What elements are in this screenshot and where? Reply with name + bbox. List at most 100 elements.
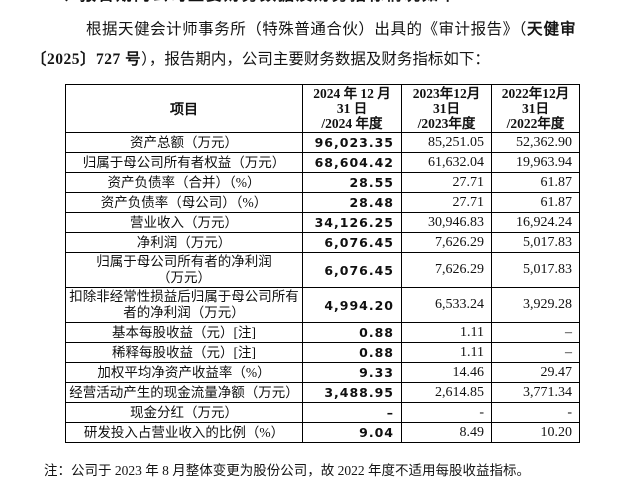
value-2023-cell: 61,632.04 [401,152,492,173]
value-2024-cell: 96,023.35 [302,132,402,153]
financial-indicators-table: 项目 2024 年 12 月 31 日/2024 年度 2023年12月 31日/202… [65,84,580,443]
table-row: 基本每股收益（元）[注] 0.88 1.11– [65,322,580,343]
value-2022-cell: 52,362.90 [491,132,580,153]
column-header-2022-line: 31日 [522,101,549,116]
item-label-cell: 研发投入占营业收入的比例（%） [65,422,303,443]
item-label-cell: 基本每股收益（元）[注] [65,322,303,343]
value-2024-cell: 6,076.45 [302,232,402,253]
item-label-cell: 净利润（万元） [65,232,303,253]
value-2023-cell: 1.11 [401,342,492,363]
item-label-line: 加权平均净资产收益率（%） [97,364,271,380]
item-label-line: 资产负债率（合并）（%） [107,174,261,190]
value-2024-cell: 28.55 [302,172,402,193]
item-label-line: 稀释每股收益（元）[注] [112,344,256,360]
table-row: 净利润（万元） 6,076.45 7,626.29 5,017.83 [65,232,580,253]
value-2024-cell: 68,604.42 [302,152,402,173]
item-label-line: 资产负债率（母公司）（%） [100,194,268,210]
intro-line1-regular: 根据天健会计师事务所（特殊普通合伙）出具的《审计报告》（ [86,21,527,38]
item-label-line: 扣除非经常性损益后归属于母公司所有 [69,289,299,304]
value-2023-cell: - [401,402,492,423]
intro-line-2: 〔2025〕727 号），报告期内，公司主要财务数据及财务指标如下： [31,45,576,75]
value-2024-cell: 0.88 [302,322,402,343]
value-2022-cell: 61.87 [491,192,580,213]
value-2022-cell: 3,771.34 [491,382,580,403]
table-header-row: 项目 2024 年 12 月 31 日/2024 年度 2023年12月 31日/202… [65,84,580,133]
value-2022-cell: 10.20 [491,422,580,443]
table-row: 归属于母公司所有者权益（万元） 68,604.42 61,632.04 19,963.… [65,152,580,173]
table-row: 资产负债率（合并）（%） 28.55 27.71 61.87 [65,172,580,193]
item-label-cell: 经营活动产生的现金流量净额（万元） [65,382,303,403]
value-2023-cell: 27.71 [401,172,492,193]
value-2024-cell: – [302,402,402,423]
item-label-line: 者的净利润（万元） [123,305,245,320]
column-header-2024-line: 31 日 [336,101,368,116]
table-row: 稀释每股收益（元）[注] 0.88 1.11– [65,342,580,363]
value-2023-cell: 14.46 [401,362,492,383]
value-2023-cell: 6,533.24 [401,287,492,323]
value-2023-cell: 85,251.05 [401,132,492,153]
value-2023-cell: 30,946.83 [401,212,492,233]
item-label-line: 经营活动产生的现金流量净额（万元） [69,384,299,400]
intro-line2-regular: ），报告期内，公司主要财务数据及财务指标如下： [141,51,490,68]
item-label-line: 净利润（万元） [136,234,232,250]
value-2022-cell: – [491,322,580,343]
value-2023-cell: 2,614.85 [401,382,492,403]
item-label-cell: 扣除非经常性损益后归属于母公司所有 者的净利润（万元） [65,287,303,323]
value-2022-cell: 16,924.24 [491,212,580,233]
item-label-line: 营业收入（万元） [130,214,238,230]
table-row: 经营活动产生的现金流量净额（万元） 3,488.95 2,614.85 3,771.3… [65,382,580,403]
table-body: 资产总额（万元） 96,023.35 85,251.05 52,362.90 归属于母公… [65,132,580,443]
value-2022-cell: 5,017.83 [491,232,580,253]
item-label-line: 研发投入占营业收入的比例（%） [83,424,285,440]
value-2022-cell: 3,929.28 [491,287,580,323]
value-2022-cell: 19,963.94 [491,152,580,173]
column-header-2023: 2023年12月 31日/2023年度 [401,84,492,133]
audit-report-number-bold-part1: 天健审 [526,21,576,38]
item-label-cell: 加权平均净资产收益率（%） [65,362,303,383]
value-2023-cell: 7,626.29 [401,252,492,288]
value-2023-cell: 8.49 [401,422,492,443]
column-header-2022-line: 2022年12月 [501,86,570,101]
value-2022-cell: 29.47 [491,362,580,383]
column-header-2023-line: /2023年度 [417,116,476,131]
item-label-cell: 资产总额（万元） [65,132,303,153]
item-label-line: 归属于母公司所有者权益（万元） [82,154,286,170]
intro-paragraph: 根据天健会计师事务所（特殊普通合伙）出具的《审计报告》（天健审 〔2025〕72… [31,15,576,75]
column-header-2024: 2024 年 12 月 31 日/2024 年度 [302,84,402,133]
item-label-cell: 资产负债率（合并）（%） [65,172,303,193]
item-label-line: 归属于母公司所有者的净利润 [96,254,272,269]
item-label-line: 资产总额（万元） [130,134,238,150]
value-2022-cell: 5,017.83 [491,252,580,288]
table-row: 扣除非经常性损益后归属于母公司所有 者的净利润（万元） 4,994.20 6,533.… [65,287,580,323]
clipped-section-heading-text: 一、报告期内公司主要财务数据及财务指标情况如下 [44,0,584,5]
item-label-cell: 营业收入（万元） [65,212,303,233]
column-header-2022-line: /2022年度 [506,116,565,131]
item-label-line: 现金分红（万元） [130,404,238,420]
value-2024-cell: 34,126.25 [302,212,402,233]
value-2024-cell: 6,076.45 [302,252,402,288]
column-header-2022: 2022年12月 31日/2022年度 [491,84,580,133]
item-label-cell: 现金分红（万元） [65,402,303,423]
item-label-cell: 稀释每股收益（元）[注] [65,342,303,363]
value-2023-cell: 1.11 [401,322,492,343]
intro-line-1: 根据天健会计师事务所（特殊普通合伙）出具的《审计报告》（天健审 [31,15,576,45]
item-label-cell: 归属于母公司所有者权益（万元） [65,152,303,173]
table-header: 项目 2024 年 12 月 31 日/2024 年度 2023年12月 31日/202… [65,84,580,133]
value-2023-cell: 7,626.29 [401,232,492,253]
column-header-2023-line: 2023年12月 [412,86,481,101]
column-header-2024-line: 2024 年 12 月 [313,86,391,101]
value-2024-cell: 28.48 [302,192,402,213]
value-2024-cell: 4,994.20 [302,287,402,323]
value-2022-cell: 61.87 [491,172,580,193]
table-row: 加权平均净资产收益率（%） 9.33 14.46 29.47 [65,362,580,383]
item-label-line: （万元） [157,270,211,285]
column-header-2023-line: 31日 [433,101,460,116]
item-label-cell: 归属于母公司所有者的净利润 （万元） [65,252,303,288]
table-row: 资产负债率（母公司）（%） 28.48 27.71 61.87 [65,192,580,213]
value-2023-cell: 27.71 [401,192,492,213]
table-row: 研发投入占营业收入的比例（%） 9.04 8.49 10.20 [65,422,580,443]
item-label-cell: 资产负债率（母公司）（%） [65,192,303,213]
audit-report-number-bold-part2: 〔2025〕727 号 [31,51,142,68]
table-row: 营业收入（万元） 34,126.25 30,946.83 16,924.24 [65,212,580,233]
